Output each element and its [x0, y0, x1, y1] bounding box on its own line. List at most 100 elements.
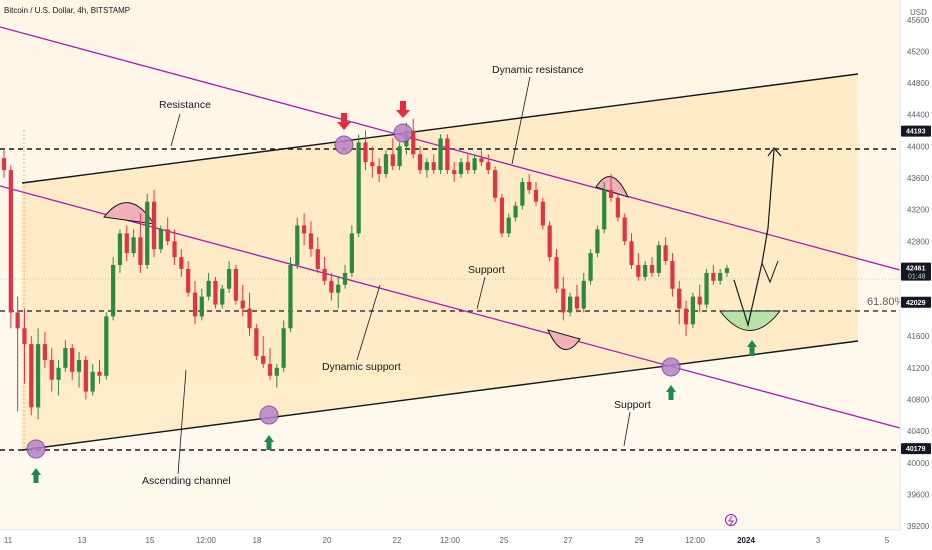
price-axis-ticks: 3920039600400004040040800412004160042000…	[907, 16, 930, 531]
candle-body	[117, 233, 123, 265]
candle-body	[417, 154, 423, 171]
time-tick-label: 5	[885, 536, 890, 545]
pointer-line	[356, 284, 381, 361]
up-arrow-icon	[264, 435, 274, 450]
candle-body	[499, 197, 505, 234]
candle-body	[588, 253, 593, 281]
touch-circle[interactable]	[259, 405, 279, 425]
candle-body	[8, 170, 13, 313]
candle-body	[602, 189, 607, 230]
candle-body	[336, 284, 341, 293]
candle-body	[138, 237, 143, 265]
pointer-line	[177, 369, 187, 475]
price-tick-label: 44000	[907, 142, 930, 151]
price-tag-label: 44193	[906, 129, 926, 136]
candle-body	[554, 257, 559, 289]
price-tick-label: 40800	[907, 395, 930, 404]
candle-body	[49, 359, 54, 380]
annotation-ascending-channel: Ascending channel	[142, 475, 231, 487]
candle-body	[704, 272, 709, 305]
candle-body	[465, 162, 470, 171]
candle-body	[97, 371, 102, 376]
candle-body	[568, 296, 573, 313]
candle-body	[329, 280, 334, 293]
candle-body	[622, 217, 627, 242]
price-tick-label: 39600	[907, 490, 930, 499]
candle-body	[131, 237, 136, 254]
candle-body	[540, 201, 545, 226]
resistance-arc-2	[595, 176, 629, 198]
candle-body	[281, 328, 286, 368]
candle-body	[513, 205, 518, 218]
pointer-line	[476, 276, 486, 310]
candle-body	[390, 154, 395, 167]
price-tick-label: 42800	[907, 237, 930, 246]
time-tick-label: 25	[500, 536, 509, 545]
annotation-support-lower: Support	[614, 399, 651, 411]
candle-body	[288, 265, 293, 329]
candle-body	[56, 367, 61, 380]
candle-body	[438, 138, 443, 171]
candle-body	[186, 268, 191, 293]
touch-circle[interactable]	[661, 357, 681, 377]
candle-body	[479, 158, 484, 163]
price-tag-label: 42461	[906, 266, 926, 273]
touch-circle[interactable]	[393, 123, 413, 143]
candle-body	[445, 138, 450, 171]
candle-body	[520, 181, 525, 206]
currency-label: USD	[910, 8, 927, 17]
candle-body	[636, 265, 641, 277]
price-tick-label: 45200	[907, 47, 930, 56]
channel-upper-line	[21, 73, 859, 184]
candle-body	[663, 245, 668, 262]
candle-body	[179, 257, 184, 269]
up-arrow-icon	[747, 340, 757, 356]
pointer-line	[170, 113, 181, 147]
time-tick-label: 13	[78, 536, 87, 545]
candle-body	[595, 229, 600, 254]
candle-body	[724, 268, 730, 273]
up-arrow-icon	[666, 385, 676, 400]
candle-body	[233, 268, 239, 301]
projection-support-arc	[718, 310, 782, 331]
candle-body	[486, 162, 491, 171]
candle-body	[172, 241, 177, 258]
candle-body	[151, 201, 157, 250]
candle-body	[213, 280, 218, 305]
candle-body	[124, 233, 129, 254]
price-tick-label: 39200	[907, 522, 930, 531]
candle-body	[397, 146, 402, 167]
down-arrow-icon	[396, 101, 410, 118]
candle-body	[199, 296, 204, 317]
time-tick-label: 12:00	[440, 536, 461, 545]
up-arrow-icon	[31, 468, 41, 483]
time-tick-label: 2024	[737, 536, 755, 545]
candle-body	[608, 189, 614, 198]
candle-body	[370, 162, 375, 167]
candle-body	[206, 280, 211, 297]
candle-body	[104, 316, 109, 376]
tradingview-logo-icon	[725, 514, 737, 526]
candle-body	[29, 344, 34, 408]
touch-circle[interactable]	[334, 135, 354, 155]
candle-body	[192, 292, 198, 317]
channel-lower-line	[21, 340, 859, 451]
candle-body	[533, 189, 539, 202]
touch-circle[interactable]	[26, 439, 46, 459]
candle-body	[411, 130, 416, 155]
candle-body	[76, 359, 82, 372]
candle-body	[670, 261, 675, 289]
dynamic-resistance-line	[0, 26, 901, 271]
price-tag	[901, 125, 931, 137]
annotation-support: Support	[468, 264, 505, 276]
candle-body	[383, 154, 389, 175]
candle-body	[35, 344, 41, 408]
price-tag-label: 40179	[906, 446, 926, 453]
price-tick-label: 43200	[907, 206, 930, 215]
pointer-line	[511, 76, 531, 165]
pointer-line	[623, 411, 631, 447]
time-tick-label: 15	[146, 536, 155, 545]
time-tick-label: 29	[635, 536, 644, 545]
